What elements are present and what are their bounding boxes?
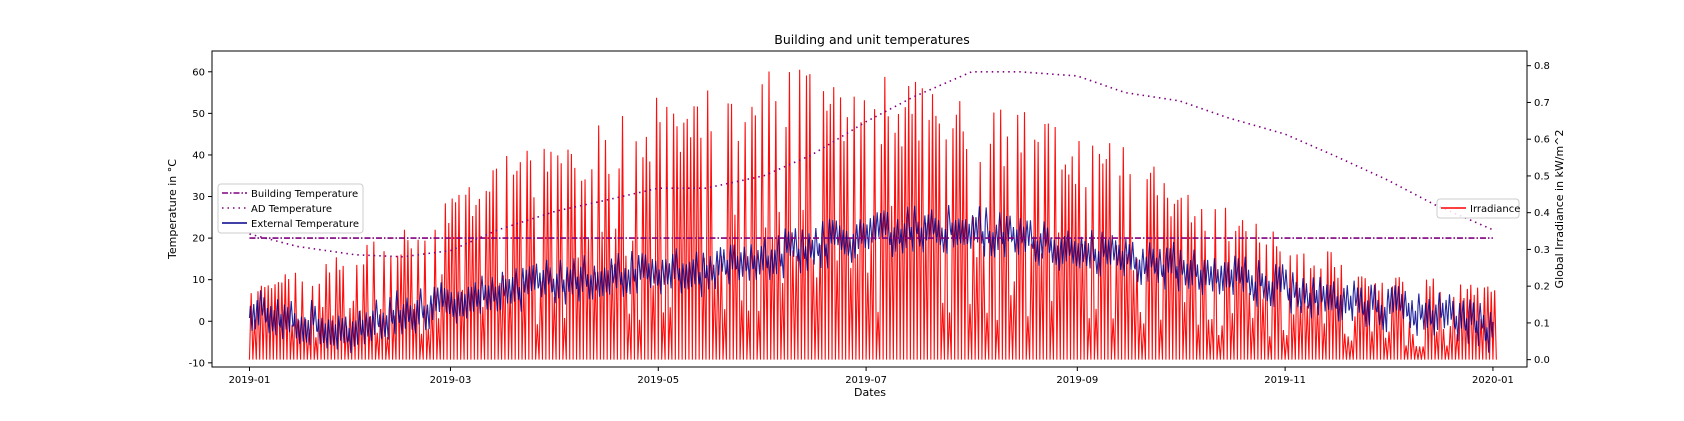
- y-tick-label-right: 0.2: [1534, 282, 1550, 293]
- x-tick-label: 2019-09: [1056, 375, 1098, 386]
- x-tick-label: 2019-03: [430, 375, 472, 386]
- y-tick-label-right: 0.3: [1534, 245, 1550, 256]
- x-tick-label: 2019-11: [1264, 375, 1306, 386]
- legend-label-external: External Temperature: [251, 219, 359, 230]
- x-axis-label: Dates: [854, 386, 886, 399]
- y-tick-label-right: 0.4: [1534, 208, 1550, 219]
- y-tick-label-right: 0.0: [1534, 355, 1550, 366]
- y-tick-label-left: 20: [192, 234, 205, 245]
- y-tick-label-left: 10: [192, 275, 205, 286]
- y-axis-label-right: Global Irradiance in kW/m^2: [1553, 130, 1566, 289]
- legend-label-building: Building Temperature: [251, 189, 358, 200]
- x-tick-label: 2019-07: [845, 375, 887, 386]
- external-temperature-series: [248, 205, 1494, 354]
- chart-title: Building and unit temperatures: [774, 32, 969, 47]
- y-tick-label-left: 50: [192, 109, 205, 120]
- irradiance-series: [248, 69, 1497, 360]
- y-tick-label-right: 0.5: [1534, 171, 1550, 182]
- legend-left: Building Temperature AD Temperature Exte…: [217, 183, 364, 234]
- legend-label-irradiance: Irradiance: [1470, 204, 1520, 215]
- y-tick-label-left: 0: [199, 317, 205, 328]
- legend-label-ad: AD Temperature: [251, 204, 332, 215]
- y-tick-label-left: -10: [189, 358, 205, 369]
- x-tick-label: 2019-05: [637, 375, 679, 386]
- y-tick-label-left: 30: [192, 192, 205, 203]
- y-tick-label-right: 0.6: [1534, 135, 1550, 146]
- legend-right-box: [1436, 198, 1520, 219]
- plot-area: [248, 69, 1497, 360]
- x-tick-label: 2020-01: [1472, 375, 1514, 386]
- y-tick-label-right: 0.1: [1534, 318, 1550, 329]
- y-axis-label-left: Temperature in °C: [166, 159, 179, 260]
- plot-frame: [211, 50, 1528, 368]
- y-tick-label-left: 40: [192, 150, 205, 161]
- y-tick-label-right: 0.7: [1534, 98, 1550, 109]
- x-tick-label: 2019-01: [229, 375, 271, 386]
- axes: 2019-01 2019-03 2019-05 2019-07 2019-09 2019-…: [189, 61, 1550, 386]
- y-tick-label-right: 0.8: [1534, 61, 1550, 72]
- ad-temperature-series: [249, 70, 1494, 258]
- legend-right: Irradiance: [1436, 198, 1520, 219]
- legend-left-box: [217, 183, 364, 234]
- y-tick-label-left: 60: [192, 67, 205, 78]
